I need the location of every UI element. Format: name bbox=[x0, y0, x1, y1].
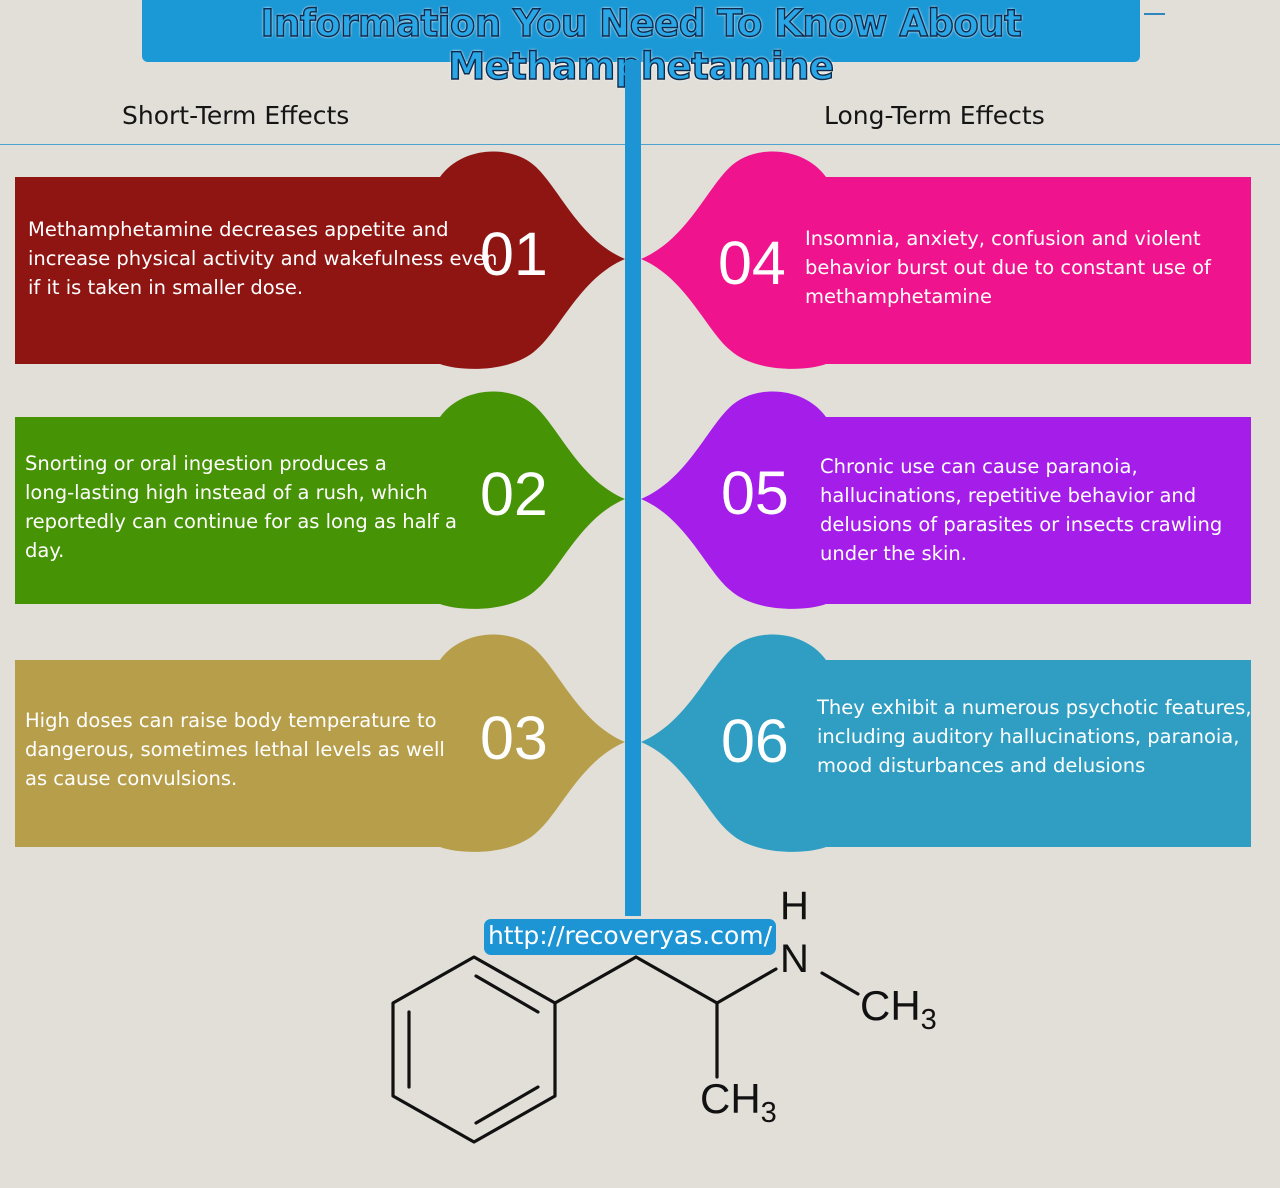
text-line: long-lasting high instead of a rush, whi… bbox=[25, 481, 428, 504]
text-line: High doses can raise body temperature to bbox=[25, 709, 437, 732]
text-line: behavior burst out due to constant use o… bbox=[805, 256, 1211, 279]
long-term-heading: Long-Term Effects bbox=[824, 101, 1045, 130]
n-methyl-bond bbox=[820, 971, 860, 996]
effect-text-01: Methamphetamine decreases appetite and i… bbox=[28, 215, 497, 302]
website-url-badge[interactable]: http://recoveryas.com/ bbox=[484, 919, 776, 955]
effect-number-03: 03 bbox=[480, 704, 548, 772]
text-line: including auditory hallucinations, paran… bbox=[817, 725, 1240, 748]
effect-text-03: High doses can raise body temperature to… bbox=[25, 706, 445, 793]
text-line: increase physical activity and wakefulne… bbox=[28, 247, 498, 270]
effect-text-06: They exhibit a numerous psychotic featur… bbox=[817, 693, 1252, 780]
short-term-heading: Short-Term Effects bbox=[122, 101, 350, 130]
center-spine bbox=[625, 60, 641, 916]
title-banner: Information You Need To Know About Metha… bbox=[142, 0, 1140, 89]
methamphetamine-molecule-diagram: H N CH3 CH3 bbox=[391, 884, 937, 1144]
text-line: under the skin. bbox=[820, 542, 967, 565]
chain-bond bbox=[715, 967, 778, 1005]
text-line: dangerous, sometimes lethal levels as we… bbox=[25, 738, 445, 761]
card-shape-04 bbox=[641, 151, 1251, 369]
n-methyl-subscript: 3 bbox=[921, 1004, 937, 1036]
header-rule-right bbox=[641, 144, 1280, 145]
effect-number-06: 06 bbox=[721, 707, 789, 775]
card-shape-05 bbox=[641, 391, 1251, 609]
effect-number-05: 05 bbox=[721, 459, 789, 527]
effect-number-01: 01 bbox=[480, 220, 548, 288]
n-methyl-label: CH3 bbox=[860, 982, 937, 1036]
effect-text-02: Snorting or oral ingestion produces a lo… bbox=[25, 449, 457, 565]
effect-number-02: 02 bbox=[480, 460, 548, 528]
ring-double-bond bbox=[474, 974, 540, 1014]
c-methyl-ch: CH bbox=[700, 1075, 761, 1122]
decorative-line bbox=[1144, 13, 1165, 15]
text-line: as cause convulsions. bbox=[25, 767, 238, 790]
text-line: mood disturbances and delusions bbox=[817, 754, 1146, 777]
n-methyl-ch: CH bbox=[860, 982, 921, 1029]
card-shape-01 bbox=[15, 151, 625, 369]
text-line: delusions of parasites or insects crawli… bbox=[820, 513, 1223, 536]
c-methyl-subscript: 3 bbox=[761, 1097, 777, 1129]
effect-text-05: Chronic use can cause paranoia, hallucin… bbox=[820, 452, 1222, 568]
text-line: day. bbox=[25, 539, 65, 562]
card-shape-06 bbox=[641, 634, 1251, 852]
card-shape-02 bbox=[15, 391, 625, 609]
text-line: if it is taken in smaller dose. bbox=[28, 276, 304, 299]
hydrogen-label: H bbox=[780, 884, 809, 928]
card-shape-03 bbox=[15, 634, 625, 852]
effect-text-04: Insomnia, anxiety, confusion and violent… bbox=[805, 224, 1211, 311]
text-line: Snorting or oral ingestion produces a bbox=[25, 452, 387, 475]
text-line: hallucinations, repetitive behavior and bbox=[820, 484, 1197, 507]
header-rule-left bbox=[0, 144, 625, 145]
c-methyl-label: CH3 bbox=[700, 1075, 777, 1129]
text-line: methamphetamine bbox=[805, 285, 993, 308]
chain-bond bbox=[634, 955, 719, 1005]
ring-double-bond bbox=[474, 1085, 540, 1125]
text-line: Methamphetamine decreases appetite and bbox=[28, 218, 449, 241]
text-line: Chronic use can cause paranoia, bbox=[820, 455, 1138, 478]
text-line: reportedly can continue for as long as h… bbox=[25, 510, 457, 533]
website-url[interactable]: http://recoveryas.com/ bbox=[487, 921, 773, 950]
benzene-ring bbox=[391, 955, 557, 1144]
page-title: Information You Need To Know About Metha… bbox=[260, 1, 1023, 88]
nitrogen-label: N bbox=[780, 937, 809, 981]
text-line: They exhibit a numerous psychotic featur… bbox=[817, 696, 1252, 719]
effect-number-04: 04 bbox=[718, 229, 786, 297]
chain-bond bbox=[553, 955, 638, 1005]
text-line: Insomnia, anxiety, confusion and violent bbox=[805, 227, 1201, 250]
